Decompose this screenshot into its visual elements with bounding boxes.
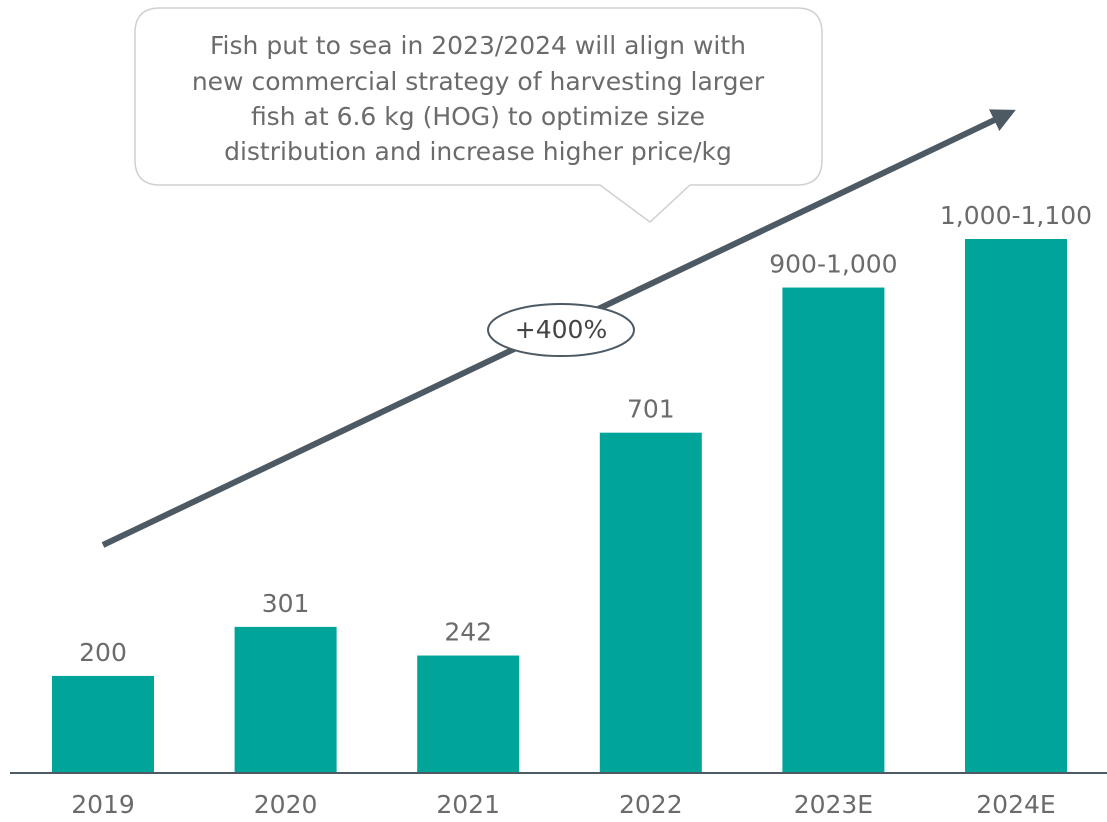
callout-text: distribution and increase higher price/k… (224, 137, 732, 166)
x-tick-label: 2021 (436, 790, 500, 819)
bar (965, 239, 1067, 773)
callout-text: Fish put to sea in 2023/2024 will align … (210, 31, 746, 60)
value-label: 1,000-1,100 (940, 201, 1092, 230)
value-label: 200 (79, 638, 127, 667)
bar (599, 432, 702, 773)
growth-ellipse (487, 303, 635, 357)
value-label: 701 (627, 395, 675, 424)
value-label: 242 (444, 618, 492, 647)
x-tick-label: 2023E (794, 790, 873, 819)
bar (417, 655, 520, 773)
bar (52, 675, 154, 773)
value-label: 301 (262, 589, 310, 618)
bar (234, 626, 337, 773)
callout-text: fish at 6.6 kg (HOG) to optimize size (251, 102, 705, 131)
x-tick-label: 2019 (71, 790, 135, 819)
value-label: 900-1,000 (769, 250, 897, 279)
bar (782, 287, 885, 773)
callout-text: new commercial strategy of harvesting la… (192, 67, 765, 96)
growth-label: +400% (515, 315, 607, 344)
callout-box (134, 7, 823, 223)
x-tick-label: 2020 (254, 790, 318, 819)
x-tick-label: 2024E (976, 790, 1055, 819)
bars: 200 301 242 701 900-1,000 1,000-1,100 (52, 201, 1092, 773)
x-tick-label: 2022 (619, 790, 683, 819)
